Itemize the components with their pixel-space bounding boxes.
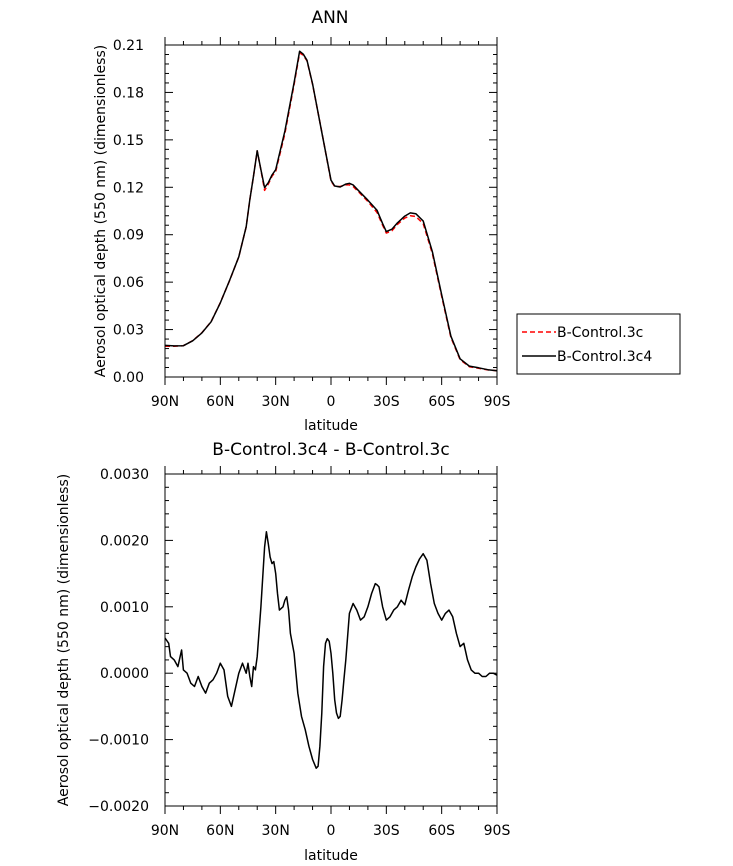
top-chart-title: ANN bbox=[311, 8, 348, 28]
x-tick-label: 90S bbox=[484, 823, 511, 839]
series-line-b-control-3c4 bbox=[164, 50, 498, 372]
bottom-series-lines bbox=[164, 531, 498, 769]
top-series-lines bbox=[164, 50, 498, 372]
top-x-axis-label: latitude bbox=[304, 418, 358, 434]
bottom-x-ticks: 90N 60N 30N 0 30S 60S 90S bbox=[151, 466, 511, 839]
y-tick-label: 0.06 bbox=[113, 275, 144, 291]
top-y-ticks: 0.00 0.03 0.06 0.09 0.12 0.15 0.18 0.21 bbox=[113, 38, 497, 386]
x-tick-label: 30S bbox=[373, 394, 400, 410]
x-tick-label: 90N bbox=[151, 823, 179, 839]
top-y-axis-label: Aerosol optical depth (550 nm) (dimensio… bbox=[93, 45, 109, 377]
legend-label-b-control-3c4: B-Control.3c4 bbox=[557, 349, 652, 365]
legend-box bbox=[516, 313, 681, 375]
y-tick-label: 0.21 bbox=[113, 38, 144, 54]
x-tick-label: 0 bbox=[327, 823, 336, 839]
x-tick-label: 0 bbox=[327, 394, 336, 410]
x-tick-label: 90S bbox=[484, 394, 511, 410]
top-plot-frame bbox=[164, 44, 498, 378]
bottom-x-axis-label: latitude bbox=[304, 848, 358, 864]
x-tick-label: 60S bbox=[428, 394, 455, 410]
y-tick-label: 0.0010 bbox=[100, 600, 149, 616]
y-tick-label: 0.12 bbox=[113, 180, 144, 196]
bottom-panel: B-Control.3c4 - B-Control.3c −0.0020−0.0… bbox=[56, 440, 510, 864]
y-tick-label: 0.18 bbox=[113, 85, 144, 101]
y-tick-label: 0.00 bbox=[113, 370, 144, 386]
y-tick-label: −0.0010 bbox=[88, 733, 149, 749]
y-tick-label: 0.0020 bbox=[100, 533, 149, 549]
legend: B-Control.3c B-Control.3c4 bbox=[516, 313, 681, 375]
bottom-y-ticks: −0.0020 −0.0010 0.0000 0.0010 0.0020 0.0030 bbox=[88, 467, 497, 815]
series-line-b-control-3c4-b-control-3c bbox=[164, 531, 498, 769]
bottom-y-axis-label: Aerosol optical depth (550 nm) (dimensio… bbox=[56, 474, 72, 806]
top-panel: ANN 0.00 0.03 0.06 0.09 0.12 0.15 0.18 0.21 90N… bbox=[93, 8, 510, 434]
y-tick-label: 0.0000 bbox=[100, 666, 149, 682]
y-tick-label: 0.0030 bbox=[100, 467, 149, 483]
y-tick-label: −0.0020 bbox=[88, 799, 149, 815]
x-tick-label: 30S bbox=[373, 823, 400, 839]
y-tick-label: 0.15 bbox=[113, 133, 144, 149]
bottom-plot-frame bbox=[164, 473, 498, 807]
y-tick-label: 0.03 bbox=[113, 323, 144, 339]
x-tick-label: 60N bbox=[206, 823, 234, 839]
y-tick-label: 0.09 bbox=[113, 228, 144, 244]
x-tick-label: 30N bbox=[262, 823, 290, 839]
x-tick-label: 30N bbox=[262, 394, 290, 410]
legend-label-b-control-3c: B-Control.3c bbox=[557, 325, 643, 341]
x-tick-label: 60N bbox=[206, 394, 234, 410]
x-tick-label: 90N bbox=[151, 394, 179, 410]
bottom-chart-title: B-Control.3c4 - B-Control.3c bbox=[212, 440, 449, 460]
top-x-ticks: 90N 60N 30N 0 30S 60S 90S bbox=[151, 37, 511, 410]
x-tick-label: 60S bbox=[428, 823, 455, 839]
